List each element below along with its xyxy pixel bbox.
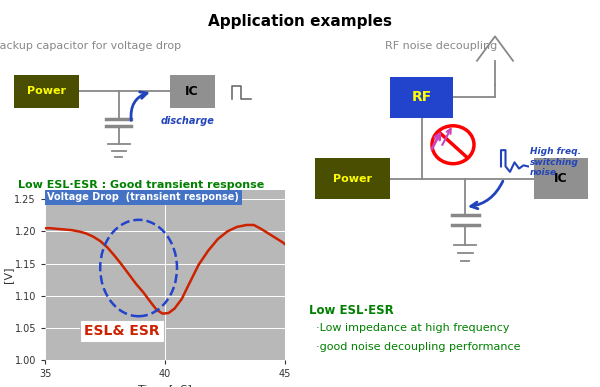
Text: Application examples: Application examples <box>208 14 392 29</box>
FancyBboxPatch shape <box>390 77 453 118</box>
Text: IC: IC <box>554 172 568 185</box>
Text: Low ESL·ESR : Good transient response: Low ESL·ESR : Good transient response <box>18 180 264 190</box>
Text: Backup capacitor for voltage drop: Backup capacitor for voltage drop <box>0 41 182 51</box>
Text: Low ESL·ESR: Low ESL·ESR <box>309 304 394 317</box>
Text: RF noise decoupling: RF noise decoupling <box>385 41 497 51</box>
Text: Voltage Drop  (transient response): Voltage Drop (transient response) <box>47 192 239 202</box>
Y-axis label: [V]: [V] <box>3 267 13 283</box>
Text: ·good noise decoupling performance: ·good noise decoupling performance <box>309 342 521 353</box>
Text: High freq.
switching
noise: High freq. switching noise <box>530 147 581 177</box>
FancyBboxPatch shape <box>315 158 390 199</box>
FancyBboxPatch shape <box>534 158 588 199</box>
Text: discharge: discharge <box>161 116 215 126</box>
Text: Power: Power <box>333 174 372 183</box>
Text: ESL& ESR: ESL& ESR <box>84 324 160 338</box>
FancyBboxPatch shape <box>170 75 215 108</box>
Text: Power: Power <box>28 86 67 96</box>
FancyBboxPatch shape <box>14 75 79 108</box>
X-axis label: Time [nS]: Time [nS] <box>138 385 192 387</box>
Text: RF: RF <box>412 90 431 104</box>
Text: ·Low impedance at high frequency: ·Low impedance at high frequency <box>309 323 509 333</box>
Text: IC: IC <box>185 85 199 98</box>
